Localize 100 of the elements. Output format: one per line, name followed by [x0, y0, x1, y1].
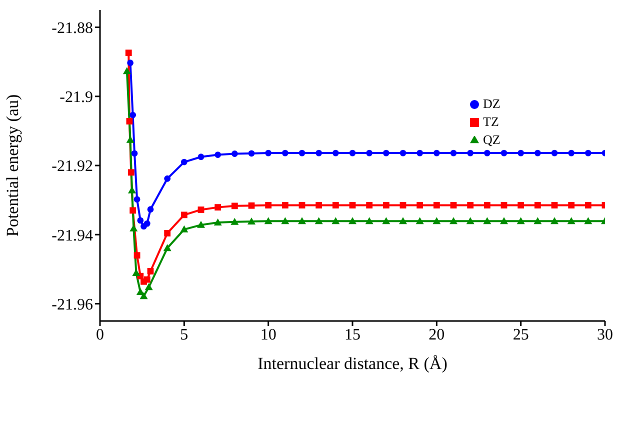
point: [500, 217, 508, 224]
point: [550, 217, 558, 224]
point: [214, 152, 222, 158]
point: [134, 196, 140, 203]
point: [265, 150, 272, 156]
point: [163, 244, 172, 252]
point: [180, 212, 188, 218]
y-tick-label: -21.96: [52, 296, 93, 314]
point: [484, 150, 490, 156]
point: [144, 276, 150, 283]
point: [366, 150, 373, 156]
point: [518, 202, 524, 208]
point: [136, 288, 144, 295]
point: [197, 220, 205, 228]
point: [416, 202, 424, 208]
point: [144, 220, 150, 227]
point: [416, 217, 424, 224]
point: [282, 202, 288, 208]
point: [568, 202, 575, 208]
point: [382, 217, 390, 224]
point: [432, 217, 441, 224]
point: [126, 118, 133, 124]
x-tick-label: 0: [96, 326, 104, 344]
point: [332, 217, 340, 224]
y-tick-label: -21.9: [60, 89, 93, 106]
y-tick-label: -21.88: [52, 20, 93, 37]
point: [382, 202, 390, 208]
point: [265, 202, 272, 208]
point: [147, 206, 154, 213]
point: [450, 202, 457, 208]
y-axis-title: Potential energy (au): [3, 94, 22, 237]
point: [298, 217, 306, 224]
point: [382, 150, 390, 156]
point: [314, 217, 323, 224]
point: [516, 217, 525, 224]
point: [534, 202, 541, 208]
point: [231, 150, 238, 157]
legend-label: QZ: [483, 132, 500, 147]
point: [127, 60, 134, 66]
point: [400, 150, 406, 156]
point: [214, 204, 222, 211]
point: [551, 202, 558, 208]
point: [282, 150, 288, 156]
point: [164, 175, 171, 182]
point: [130, 112, 136, 118]
point: [500, 150, 508, 156]
point: [248, 202, 255, 209]
point: [365, 217, 374, 224]
point: [584, 217, 592, 224]
point: [298, 202, 306, 208]
point: [433, 150, 440, 156]
point: [248, 150, 255, 157]
point: [584, 202, 592, 208]
point: [198, 206, 204, 213]
x-tick-label: 5: [180, 326, 188, 344]
point: [134, 252, 140, 259]
y-tick-label: -21.94: [52, 227, 93, 244]
point: [399, 217, 407, 224]
point: [349, 202, 356, 208]
point: [584, 150, 592, 156]
point: [125, 50, 132, 56]
point: [467, 202, 474, 208]
point: [400, 202, 406, 208]
x-tick-label: 25: [512, 326, 529, 344]
point: [568, 150, 575, 156]
point: [214, 218, 222, 226]
point: [298, 150, 306, 156]
x-tick-label: 30: [597, 326, 613, 344]
point: [349, 150, 356, 156]
point: [467, 150, 474, 156]
point: [316, 202, 322, 208]
point: [416, 150, 424, 156]
point: [518, 150, 524, 156]
point: [484, 202, 490, 208]
point: [264, 217, 272, 224]
point: [316, 150, 322, 156]
point: [332, 202, 339, 208]
point: [332, 150, 339, 156]
x-tick-label: 10: [260, 326, 276, 344]
point: [144, 283, 153, 290]
point: [137, 217, 144, 224]
point: [366, 202, 373, 208]
point: [567, 217, 576, 224]
point: [500, 202, 508, 208]
point: [466, 217, 474, 224]
point: [348, 217, 356, 224]
point: [230, 218, 239, 225]
y-tick-label: -21.92: [52, 158, 93, 176]
x-axis-title: Internuclear distance, R (Å): [258, 354, 448, 373]
legend-label: DZ: [483, 96, 500, 111]
point: [180, 225, 188, 232]
legend-label: TZ: [483, 114, 499, 129]
point: [147, 268, 154, 274]
point: [130, 207, 136, 214]
point: [140, 292, 148, 300]
point: [248, 217, 256, 224]
point: [483, 217, 492, 224]
point: [128, 169, 134, 176]
point: [450, 217, 458, 224]
x-tick-label: 15: [344, 326, 360, 344]
